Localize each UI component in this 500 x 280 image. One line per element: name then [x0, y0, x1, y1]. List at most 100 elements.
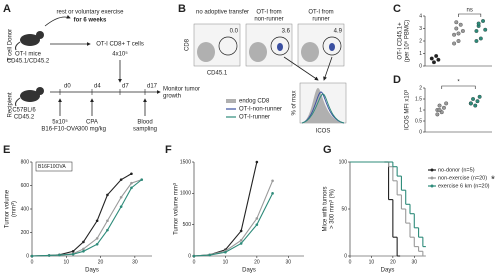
data-point: [130, 172, 133, 176]
x-tick-label: 10: [369, 259, 375, 265]
data-point: [478, 36, 483, 41]
gate-value: 0.0: [230, 29, 239, 35]
axis-label: % of max: [292, 90, 298, 115]
cpa: CPA: [86, 120, 98, 126]
data-point: [95, 219, 99, 223]
x-tick-label: 20: [390, 259, 396, 265]
data-point: [437, 103, 442, 108]
data-point: [119, 205, 123, 208]
data-point: [106, 228, 109, 232]
recipient-marker: CD45.2: [14, 115, 35, 121]
data-point: [452, 41, 457, 46]
cpa-dose: 300 mg/kg: [78, 127, 106, 133]
data-point: [106, 219, 109, 223]
data-point: [437, 108, 442, 112]
x-axis-label: Days: [242, 268, 256, 274]
axis: [424, 88, 492, 133]
y-axis-label: (per 10⁶ PBMC): [404, 20, 411, 62]
y-tick-label: 1.5: [415, 96, 422, 102]
y-tick-label: 500: [183, 222, 192, 228]
y-axis-label: ICOS MFI x10³: [405, 90, 411, 130]
legend-label: endog CD8: [239, 99, 270, 105]
legend-label: no-donor (n=5): [438, 167, 475, 173]
data-point: [435, 112, 440, 117]
significance-bracket: [441, 85, 476, 89]
donor-mice: OT-I mice: [15, 52, 42, 58]
y-tick-label: 200: [21, 230, 30, 236]
monitor: Monitor tumor: [163, 87, 200, 93]
data-point: [471, 97, 475, 101]
plot-header: runner: [312, 17, 329, 23]
data-point: [483, 27, 488, 32]
series-line: [193, 193, 274, 257]
data-point: [432, 60, 436, 65]
treatment: rest or voluntary exercise: [56, 10, 124, 16]
data-point: [255, 160, 259, 164]
data-point: [239, 239, 243, 242]
x-tick-label: 20: [98, 259, 104, 265]
y-axis-label: OT-I CD45.1+: [398, 22, 404, 60]
data-point: [442, 105, 446, 110]
legend-label: exercise 6 km (n=20): [438, 183, 490, 189]
y-axis-label: (mm³): [12, 201, 18, 217]
panel-label: F: [165, 144, 172, 156]
data-point: [95, 237, 99, 240]
y-tick-label: 1: [419, 107, 422, 113]
tumor-dose: 5x10⁵: [52, 119, 68, 126]
data-point: [130, 181, 133, 185]
y-tick-label: 1000: [180, 191, 191, 197]
data-point: [130, 186, 133, 190]
y-tick-label: 0: [26, 253, 29, 259]
y-axis-label: Mice with tumors: [323, 186, 329, 231]
y-tick-label: 0: [188, 253, 191, 259]
gate-value: 3.6: [282, 29, 291, 35]
series-line: [193, 180, 274, 257]
annotation-box: [35, 161, 73, 172]
data-point: [82, 250, 85, 253]
data-point: [473, 103, 478, 108]
day-label: d4: [94, 84, 101, 90]
data-point: [82, 247, 85, 251]
legend-swatch: [226, 99, 236, 103]
data-point: [468, 101, 473, 106]
y-tick-label: 0.5: [415, 118, 422, 124]
panel-label: B: [178, 3, 186, 15]
x-tick-label: 20: [254, 259, 260, 265]
y-tick-label: 2: [419, 85, 422, 91]
y-tick-label: 3: [419, 26, 422, 32]
legend-swatch: [430, 184, 434, 188]
legend-swatch: [430, 176, 434, 180]
y-axis-label: > 300 mm³ (%): [330, 189, 336, 229]
data-point: [458, 22, 463, 27]
x-tick-label: 30: [286, 259, 292, 265]
data-point: [82, 240, 85, 244]
mouse-icon: [15, 31, 44, 51]
day-label: d17: [147, 84, 158, 90]
plot-header: OT-I from: [308, 10, 333, 16]
data-point: [58, 253, 61, 257]
y-tick-label: 0: [344, 253, 347, 259]
data-point: [71, 252, 75, 256]
data-point: [192, 254, 196, 258]
legend-label: OT-I-non-runner: [239, 107, 282, 113]
blood: Blood: [137, 120, 152, 126]
transfer: OT-I CD8+ T cells: [96, 42, 144, 48]
x-tick-label: 30: [132, 259, 138, 265]
x-tick-label: 10: [223, 259, 229, 265]
data-point: [71, 250, 75, 253]
data-point: [224, 250, 227, 254]
data-point: [475, 99, 480, 104]
data-point: [140, 178, 144, 181]
legend-swatch: [430, 168, 434, 172]
data-point: [119, 195, 123, 199]
data-point: [481, 19, 485, 23]
timeline-ticks: [59, 89, 146, 95]
y-tick-label: 0: [419, 63, 422, 69]
significance: ns: [466, 8, 472, 14]
data-point: [271, 179, 274, 183]
recipient-strain: C57BL/6: [12, 108, 36, 114]
data-point: [452, 32, 457, 37]
x-axis-label: Days: [85, 268, 99, 274]
data-point: [454, 26, 459, 31]
